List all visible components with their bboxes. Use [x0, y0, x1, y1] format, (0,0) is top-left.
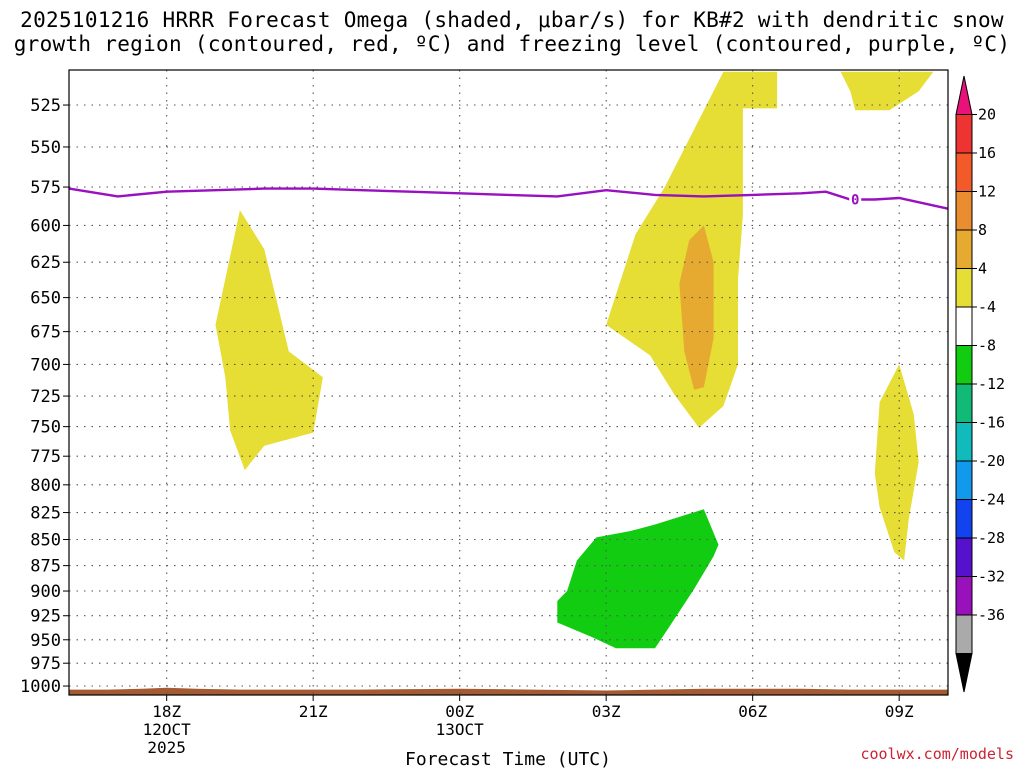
y-tick-label: 825 [30, 504, 61, 524]
colorbar-bin [955, 422, 973, 462]
y-tick-label: 925 [30, 607, 61, 627]
x-axis-label: Forecast Time (UTC) [405, 749, 611, 768]
chart-title: 2025101216 HRRR Forecast Omega (shaded, … [0, 8, 1024, 56]
colorbar-label: -12 [978, 375, 1005, 393]
x-tick-label: 06Z [738, 702, 767, 721]
freezing-level-label: 0 [851, 193, 859, 209]
colorbar-label: -36 [978, 606, 1005, 624]
ground-fill [69, 687, 948, 695]
freezing-level-label-bg [849, 191, 862, 208]
x-tick-sublabel: 2025 [147, 738, 186, 757]
grid-lines [69, 70, 948, 695]
colorbar-label: 12 [978, 183, 996, 201]
y-tick-label: 650 [30, 289, 61, 309]
y-tick-label: 625 [30, 253, 61, 273]
colorbar-label: 16 [978, 144, 996, 162]
freezing-level-line [68, 187, 949, 210]
y-tick-label: 725 [30, 387, 61, 407]
y-tick-label: 875 [30, 557, 61, 577]
y-tick-label: 550 [30, 138, 61, 158]
colorbar-label: -24 [978, 491, 1005, 509]
colorbar-bin [955, 191, 973, 231]
y-tick-label: 1000 [20, 677, 61, 697]
colorbar-bin [955, 614, 973, 654]
y-tick-label: 900 [30, 582, 61, 602]
colorbar-bin [955, 114, 973, 154]
y-tick-label: 850 [30, 530, 61, 550]
y-tick-label: 750 [30, 418, 61, 438]
colorbar-bin [955, 229, 973, 269]
y-tick-label: 975 [30, 654, 61, 674]
title-line-1: 2025101216 HRRR Forecast Omega (shaded, … [20, 8, 1004, 32]
omega-region-low-level-ascent-09z [874, 364, 919, 561]
credit-text: coolwx.com/models [860, 745, 1014, 763]
y-tick-label: 775 [30, 447, 61, 467]
x-tick-label: 09Z [885, 702, 914, 721]
colorbar: 20 16 12 8 4 -4 -8 -12 -16 -20 -24 -28 -32 -36 [955, 75, 1005, 693]
freezing-level-contour: 0 [68, 187, 949, 210]
y-tick-label: 575 [30, 178, 61, 198]
colorbar-label: -16 [978, 414, 1005, 432]
y-tick-label: 950 [30, 631, 61, 651]
y-axis: 525 550 575 600 625 650 675 700 725 750 775 800 825 8… [20, 96, 69, 697]
colorbar-bin [955, 306, 973, 346]
omega-region-ascent-core-8-12 [679, 225, 714, 390]
colorbar-label: -32 [978, 568, 1005, 586]
plot-frame [68, 69, 949, 696]
colorbar-bin [955, 152, 973, 192]
omega-region-descent-green [557, 509, 719, 649]
colorbar-label: 8 [978, 221, 987, 239]
title-line-2: growth region (contoured, red, ºC) and f… [13, 32, 1011, 56]
colorbar-bin [955, 460, 973, 500]
colorbar-bin [955, 576, 973, 616]
colorbar-label: -20 [978, 452, 1005, 470]
y-tick-label: 700 [30, 355, 61, 375]
colorbar-label: -8 [978, 337, 996, 355]
x-tick-label: 18Z [152, 702, 181, 721]
colorbar-label: -28 [978, 529, 1005, 547]
colorbar-bin [955, 499, 973, 539]
colorbar-label: 4 [978, 260, 987, 278]
colorbar-label: 20 [978, 106, 996, 124]
y-tick-label: 675 [30, 323, 61, 343]
colorbar-bin-top-triangle [955, 75, 973, 115]
colorbar-bin-bottom-triangle [955, 653, 973, 693]
x-tick-sublabel: 13OCT [436, 720, 485, 739]
surface-terrain [69, 687, 948, 695]
x-tick-label: 03Z [592, 702, 621, 721]
omega-region-top-right-ascent [840, 71, 934, 111]
colorbar-label: -4 [978, 298, 996, 316]
x-tick-label: 00Z [445, 702, 474, 721]
colorbar-bin [955, 383, 973, 423]
y-tick-label: 600 [30, 216, 61, 236]
colorbar-bin [955, 537, 973, 577]
x-tick-label: 21Z [299, 702, 328, 721]
y-tick-label: 525 [30, 96, 61, 116]
omega-shading [215, 71, 934, 649]
x-tick-sublabel: 12OCT [143, 720, 192, 739]
colorbar-bin [955, 345, 973, 385]
y-tick-label: 800 [30, 476, 61, 496]
omega-region-upslope-rise-18z-21z [215, 210, 323, 471]
colorbar-bin [955, 268, 973, 308]
